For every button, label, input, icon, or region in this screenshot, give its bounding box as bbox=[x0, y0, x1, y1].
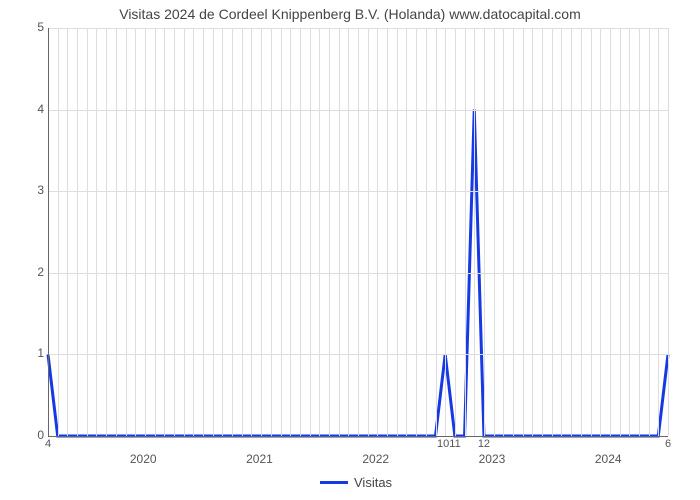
gridline-v bbox=[242, 28, 243, 436]
gridline-v bbox=[232, 28, 233, 436]
gridline-v bbox=[668, 28, 669, 436]
gridline-v bbox=[629, 28, 630, 436]
x-axis bbox=[48, 436, 668, 437]
gridline-v bbox=[116, 28, 117, 436]
gridline-v bbox=[87, 28, 88, 436]
gridline-v bbox=[465, 28, 466, 436]
gridline-v bbox=[494, 28, 495, 436]
y-tick-label: 1 bbox=[30, 346, 44, 360]
gridline-v bbox=[503, 28, 504, 436]
gridline-v bbox=[135, 28, 136, 436]
value-label: 12 bbox=[478, 438, 490, 450]
legend-label: Visitas bbox=[354, 475, 392, 490]
gridline-v bbox=[387, 28, 388, 436]
gridline-v bbox=[600, 28, 601, 436]
gridline-v bbox=[591, 28, 592, 436]
gridline-v bbox=[532, 28, 533, 436]
gridline-v bbox=[310, 28, 311, 436]
value-label: 4 bbox=[45, 438, 51, 450]
y-axis bbox=[48, 28, 49, 436]
gridline-v bbox=[271, 28, 272, 436]
gridline-v bbox=[300, 28, 301, 436]
gridline-v bbox=[77, 28, 78, 436]
value-label: 6 bbox=[665, 438, 671, 450]
x-tick-label: 2024 bbox=[595, 452, 622, 466]
gridline-v bbox=[416, 28, 417, 436]
gridline-h bbox=[48, 110, 668, 111]
gridline-v bbox=[445, 28, 446, 436]
gridline-v bbox=[610, 28, 611, 436]
gridline-v bbox=[222, 28, 223, 436]
gridline-v bbox=[106, 28, 107, 436]
gridline-v bbox=[620, 28, 621, 436]
y-tick-label: 5 bbox=[30, 20, 44, 34]
gridline-v bbox=[639, 28, 640, 436]
gridline-v bbox=[368, 28, 369, 436]
gridline-v bbox=[377, 28, 378, 436]
gridline-v bbox=[58, 28, 59, 436]
x-tick-label: 2022 bbox=[362, 452, 389, 466]
gridline-v bbox=[96, 28, 97, 436]
gridline-v bbox=[126, 28, 127, 436]
gridline-v bbox=[339, 28, 340, 436]
value-label: 1011 bbox=[437, 438, 461, 450]
gridline-v bbox=[67, 28, 68, 436]
gridline-v bbox=[319, 28, 320, 436]
gridline-v bbox=[571, 28, 572, 436]
gridline-v bbox=[348, 28, 349, 436]
y-tick-label: 3 bbox=[30, 183, 44, 197]
x-tick-label: 2023 bbox=[479, 452, 506, 466]
gridline-v bbox=[213, 28, 214, 436]
gridline-v bbox=[513, 28, 514, 436]
chart-container: Visitas 2024 de Cordeel Knippenberg B.V.… bbox=[0, 0, 700, 500]
chart-title: Visitas 2024 de Cordeel Knippenberg B.V.… bbox=[0, 6, 700, 22]
gridline-v bbox=[358, 28, 359, 436]
gridline-v bbox=[329, 28, 330, 436]
gridline-v bbox=[426, 28, 427, 436]
gridline-v bbox=[155, 28, 156, 436]
gridline-v bbox=[397, 28, 398, 436]
x-tick-label: 2021 bbox=[246, 452, 273, 466]
gridline-h bbox=[48, 28, 668, 29]
gridline-v bbox=[203, 28, 204, 436]
legend-swatch bbox=[320, 481, 348, 484]
gridline-v bbox=[484, 28, 485, 436]
gridline-v bbox=[455, 28, 456, 436]
gridline-v bbox=[474, 28, 475, 436]
gridline-v bbox=[658, 28, 659, 436]
gridline-v bbox=[251, 28, 252, 436]
gridline-v bbox=[523, 28, 524, 436]
x-tick-label: 2020 bbox=[130, 452, 157, 466]
gridline-h bbox=[48, 273, 668, 274]
gridline-v bbox=[561, 28, 562, 436]
gridline-v bbox=[193, 28, 194, 436]
gridline-v bbox=[542, 28, 543, 436]
gridline-v bbox=[281, 28, 282, 436]
gridline-h bbox=[48, 191, 668, 192]
y-tick-label: 2 bbox=[30, 265, 44, 279]
gridline-v bbox=[184, 28, 185, 436]
gridline-v bbox=[649, 28, 650, 436]
gridline-v bbox=[164, 28, 165, 436]
gridline-v bbox=[261, 28, 262, 436]
legend: Visitas bbox=[320, 475, 392, 490]
gridline-v bbox=[290, 28, 291, 436]
gridline-h bbox=[48, 354, 668, 355]
y-tick-label: 4 bbox=[30, 102, 44, 116]
gridline-v bbox=[436, 28, 437, 436]
gridline-v bbox=[581, 28, 582, 436]
y-tick-label: 0 bbox=[30, 428, 44, 442]
gridline-v bbox=[174, 28, 175, 436]
gridline-v bbox=[552, 28, 553, 436]
gridline-v bbox=[406, 28, 407, 436]
gridline-v bbox=[145, 28, 146, 436]
plot-area bbox=[48, 28, 668, 436]
